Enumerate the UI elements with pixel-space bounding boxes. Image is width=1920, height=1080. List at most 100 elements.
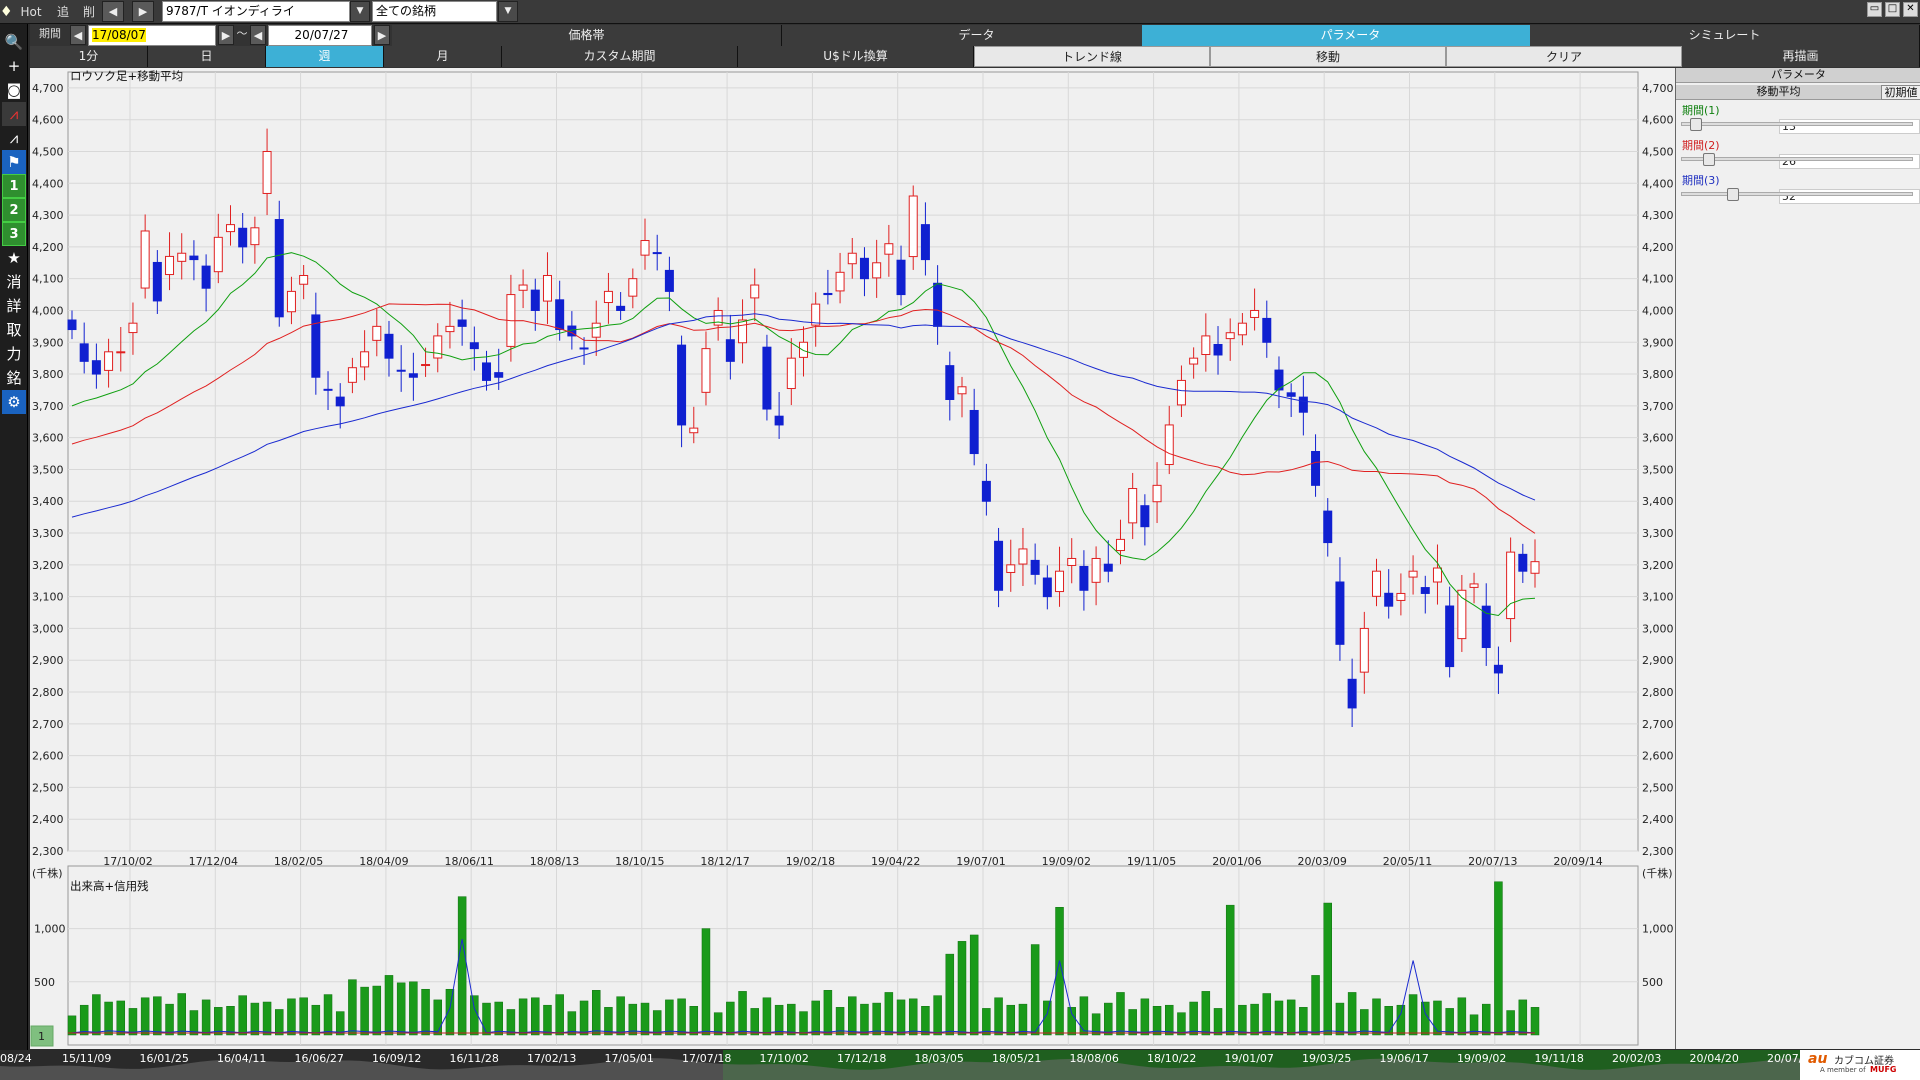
close-window-button[interactable]: ✕ <box>1903 2 1918 17</box>
next-symbol-button[interactable]: ▶ <box>132 1 154 22</box>
maximize-button[interactable]: □ <box>1885 2 1900 17</box>
period-to-prev[interactable]: ◀ <box>250 25 266 45</box>
slider-thumb-2[interactable] <box>1703 153 1715 166</box>
camera-icon[interactable]: ◙ <box>6 81 22 99</box>
volume-bar <box>1347 992 1357 1036</box>
period-from-prev[interactable]: ◀ <box>70 25 86 45</box>
candle-up <box>347 367 357 383</box>
symbol-field[interactable]: 9787/T イオンディライ <box>162 1 350 22</box>
tool-take[interactable]: 取 <box>6 321 22 339</box>
tab-price-band[interactable]: 価格帯 <box>392 25 782 46</box>
volume-bar <box>1116 992 1125 1036</box>
y-tick-label-right: 2,400 <box>1642 813 1674 826</box>
param-slider-2[interactable] <box>1681 153 1913 166</box>
chevron-down-icon[interactable]: ▼ <box>350 1 370 22</box>
reset-default-button[interactable]: 初期値 <box>1881 85 1920 100</box>
tab-1min[interactable]: 1分 <box>30 46 148 67</box>
param-row-3: 期間(3) 52 <box>1682 173 1920 204</box>
candle-down <box>396 369 406 372</box>
tab-move[interactable]: 移動 <box>1210 46 1446 67</box>
period-from-field[interactable]: 17/08/07 <box>88 25 216 46</box>
chart-red-icon[interactable]: ⩘ <box>2 102 26 126</box>
candle-up <box>1164 424 1174 466</box>
volume-bar <box>457 896 467 1036</box>
filter-field[interactable]: 全ての銘柄 <box>372 1 497 22</box>
tab-week[interactable]: 週 <box>266 46 384 67</box>
chart-line-icon[interactable]: ⩘ <box>9 129 19 147</box>
candle-up <box>1128 488 1138 524</box>
volume-bar <box>1396 1004 1406 1036</box>
slider-thumb-3[interactable] <box>1727 188 1739 201</box>
candle-down <box>1213 343 1223 356</box>
candle-down <box>1445 605 1455 668</box>
search-icon[interactable]: 🔍 <box>4 33 24 51</box>
tab-trendline[interactable]: トレンド線 <box>974 46 1210 67</box>
timeline-scroller[interactable]: 08/24 15/11/09 16/01/25 16/04/11 16/06/27 16/… <box>0 1050 1816 1080</box>
chart-area[interactable]: 4,700 4,700 4,600 4,600 4,500 4,500 4,400 4,400… <box>30 68 1675 1049</box>
tool-3[interactable]: 3 <box>2 222 26 246</box>
tab-clear[interactable]: クリア <box>1446 46 1682 67</box>
delete-button[interactable]: 削 <box>82 5 95 19</box>
candle-up <box>799 341 808 358</box>
lightbulb-icon[interactable]: ♦ <box>0 4 13 20</box>
y-tick-label-right: 4,400 <box>1642 177 1674 190</box>
volume-bar <box>1469 1014 1479 1036</box>
prev-symbol-button[interactable]: ◀ <box>102 1 124 22</box>
param-slider-1[interactable] <box>1681 118 1913 131</box>
tool-power[interactable]: 力 <box>6 345 22 363</box>
tool-1[interactable]: 1 <box>2 174 26 198</box>
tab-usd-convert[interactable]: U$ドル換算 <box>738 46 974 67</box>
candle-up <box>104 351 114 371</box>
filter-dropdown-icon[interactable]: ▼ <box>498 1 518 22</box>
tool-erase[interactable]: 消 <box>6 273 22 291</box>
candle-up <box>1091 557 1101 583</box>
add-button[interactable]: 追 <box>56 5 69 19</box>
tool-brand[interactable]: 銘 <box>6 369 22 387</box>
tab-day[interactable]: 日 <box>148 46 266 67</box>
candle-down <box>1286 392 1296 397</box>
timeline-tick: 16/11/28 <box>450 1052 499 1065</box>
volume-bar <box>823 990 833 1036</box>
tab-month[interactable]: 月 <box>384 46 502 67</box>
tab-redraw[interactable]: 再描画 <box>1682 46 1920 67</box>
candle-up <box>518 284 528 291</box>
y-tick-label-right: 2,300 <box>1642 845 1674 858</box>
param-label-1: 期間(1) <box>1682 104 1720 117</box>
tab-parameter[interactable]: パラメータ <box>1142 25 1560 46</box>
y-tick-label-right: 4,000 <box>1642 304 1674 317</box>
tab-data[interactable]: データ <box>782 25 1172 46</box>
y-tick-label-left: 2,300 <box>32 845 64 858</box>
volume-bar <box>640 1002 650 1036</box>
candle-up <box>128 322 138 334</box>
volume-bar <box>933 995 942 1036</box>
candle-down <box>920 224 930 261</box>
flag-icon[interactable]: ⚑ <box>2 150 26 174</box>
candle-up <box>250 227 260 246</box>
tab-simulate[interactable]: シミュレート <box>1530 25 1920 46</box>
tool-detail[interactable]: 詳 <box>6 297 22 315</box>
timeline-tick: 20/02/03 <box>1612 1052 1661 1065</box>
star-icon[interactable]: ★ <box>7 249 21 267</box>
timeline-tick: 18/05/21 <box>992 1052 1041 1065</box>
candle-up <box>1432 567 1442 583</box>
candle-up <box>957 386 967 395</box>
slider-thumb-1[interactable] <box>1690 118 1702 131</box>
period-from-next[interactable]: ▶ <box>218 25 234 45</box>
candle-down <box>152 261 162 302</box>
hot-button[interactable]: Hot <box>20 5 42 19</box>
period-to-field[interactable]: 20/07/27 <box>268 25 372 46</box>
tab-custom-period[interactable]: カスタム期間 <box>502 46 738 67</box>
volume-bar <box>713 1012 723 1036</box>
period-to-next[interactable]: ▶ <box>374 25 390 45</box>
volume-bar <box>908 998 918 1036</box>
param-slider-3[interactable] <box>1681 188 1913 201</box>
restore-window-button[interactable]: ▭ <box>1867 2 1882 17</box>
candle-up <box>360 351 370 368</box>
tool-2[interactable]: 2 <box>2 198 26 222</box>
gear-icon[interactable]: ⚙ <box>2 390 26 414</box>
timeline-tick: 17/02/13 <box>527 1052 576 1065</box>
volume-bar <box>494 1001 503 1036</box>
y-tick-label-right: 2,800 <box>1642 686 1674 699</box>
y-tick-label-left: 3,200 <box>32 559 64 572</box>
crosshair-icon[interactable]: + <box>7 57 21 75</box>
